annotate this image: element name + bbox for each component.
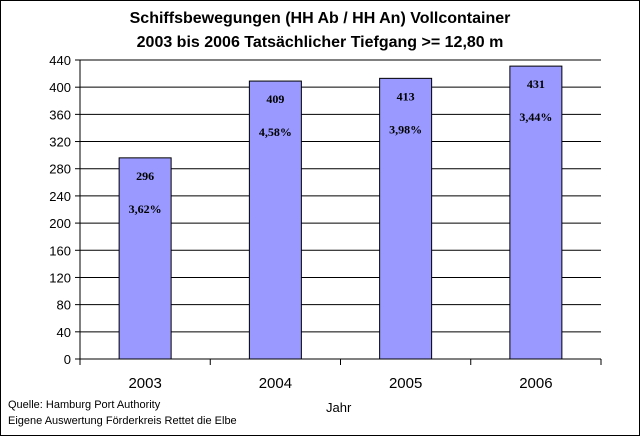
data-label-value: 409 xyxy=(266,92,284,106)
x-axis-title: Jahr xyxy=(326,400,352,415)
data-label-percent: 4,58% xyxy=(259,125,292,139)
x-tick-label: 2006 xyxy=(519,375,552,392)
bar-2006 xyxy=(509,65,563,360)
y-tick-label: 80 xyxy=(57,298,71,313)
bar-2005 xyxy=(379,77,433,360)
y-tick-label: 200 xyxy=(49,216,71,231)
source-line-1: Quelle: Hamburg Port Authority xyxy=(8,399,161,411)
y-tick-label: 120 xyxy=(49,270,71,285)
bar-2003 xyxy=(118,157,172,360)
source-line-2: Eigene Auswertung Förderkreis Rettet die… xyxy=(8,415,237,427)
data-label-value: 296 xyxy=(136,169,154,183)
data-label-percent: 3,62% xyxy=(129,202,162,216)
data-label-value: 413 xyxy=(397,89,415,103)
y-tick-label: 160 xyxy=(49,243,71,258)
x-tick-label: 2004 xyxy=(259,375,292,392)
y-tick-label: 240 xyxy=(49,189,71,204)
data-label-value: 431 xyxy=(527,77,545,91)
chart-title: Schiffsbewegungen (HH Ab / HH An) Vollco… xyxy=(129,10,511,27)
x-tick-label: 2003 xyxy=(128,375,161,392)
y-tick-label: 320 xyxy=(49,135,71,150)
y-tick-label: 400 xyxy=(49,80,71,95)
data-label-percent: 3,98% xyxy=(389,122,422,136)
y-tick-label: 440 xyxy=(49,53,71,68)
y-tick-label: 0 xyxy=(64,352,71,367)
chart-subtitle: 2003 bis 2006 Tatsächlicher Tiefgang >= … xyxy=(136,34,504,51)
bar-2004 xyxy=(248,80,302,360)
y-tick-label: 360 xyxy=(49,107,71,122)
y-tick-label: 40 xyxy=(57,325,71,340)
x-tick-label: 2005 xyxy=(389,375,422,392)
y-tick-label: 280 xyxy=(49,162,71,177)
data-label-percent: 3,44% xyxy=(519,110,552,124)
